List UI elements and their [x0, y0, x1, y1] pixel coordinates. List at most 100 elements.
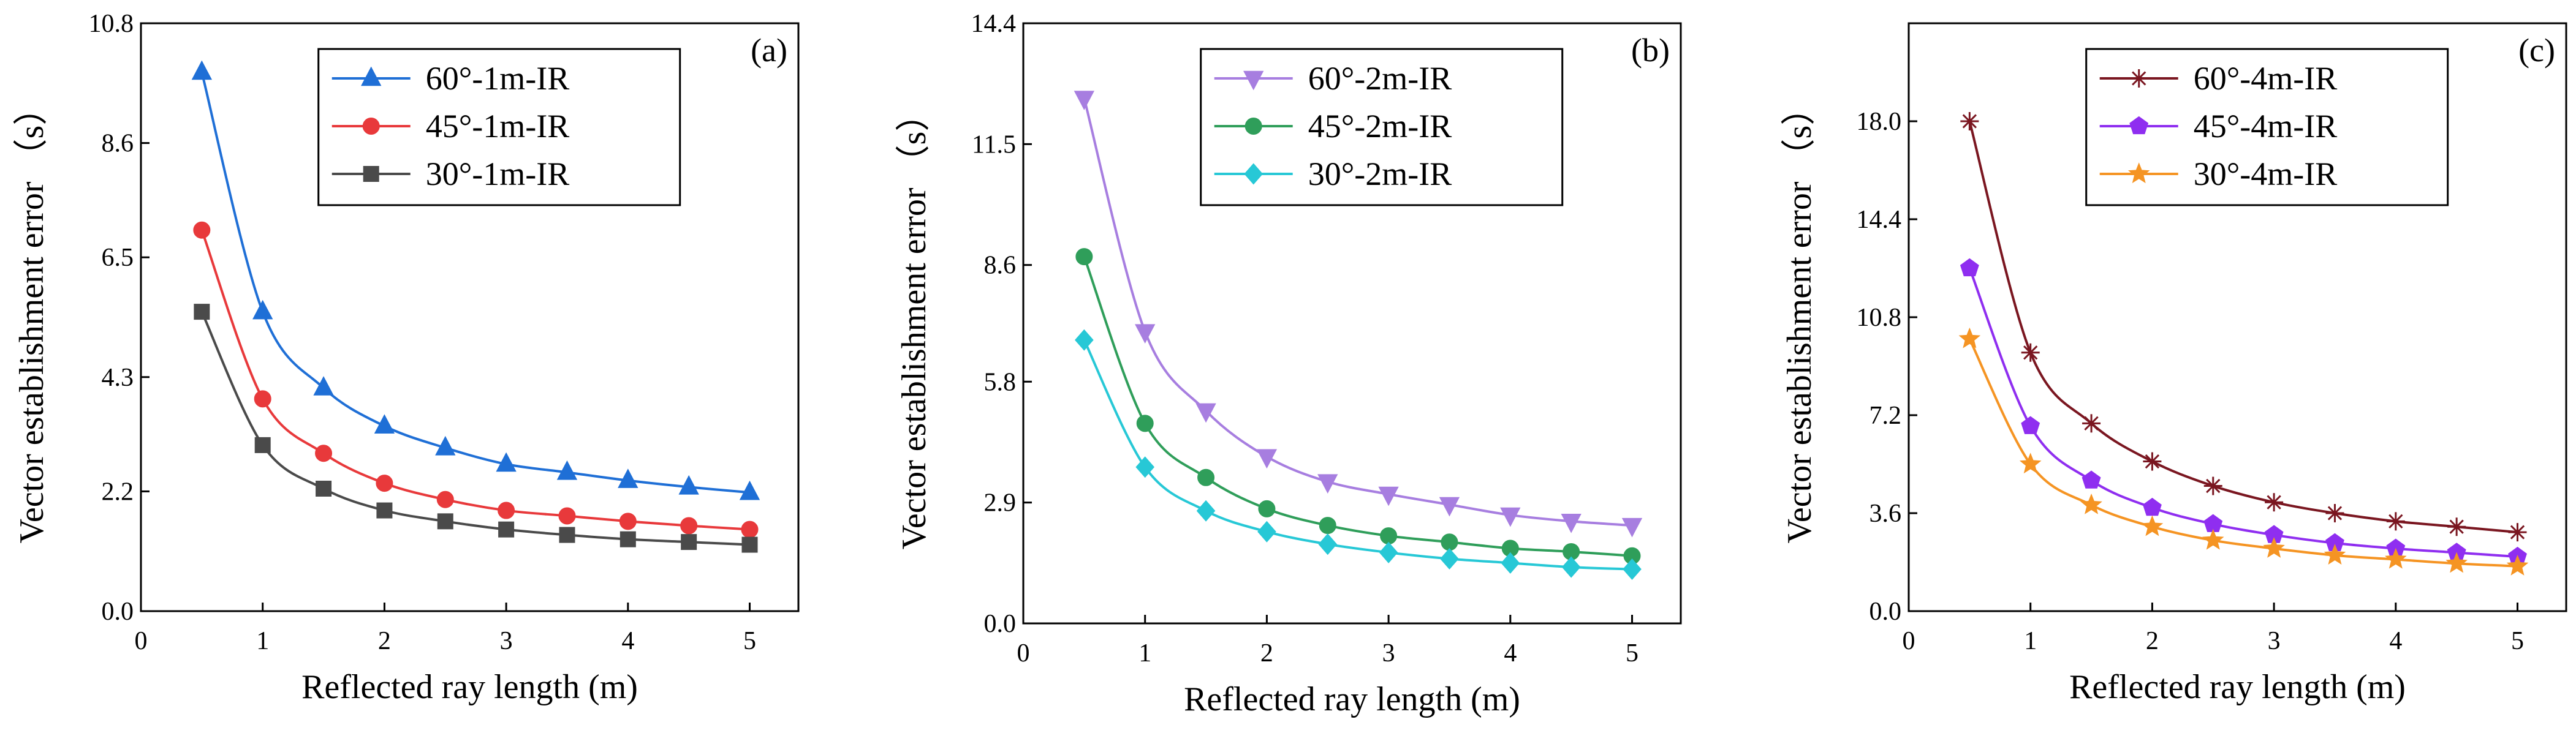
series-2: [193, 221, 759, 538]
y-tick-label: 6.5: [102, 244, 134, 272]
x-tick-label: 5: [743, 627, 756, 655]
marker-stroke: [2132, 71, 2146, 86]
data-point: [2082, 470, 2101, 489]
data-point: [1197, 468, 1215, 486]
legend-entry: 30°-2m-IR: [1214, 156, 1452, 192]
x-tick-label: 2: [2146, 627, 2159, 655]
data-point: [1318, 533, 1338, 555]
data-point: [376, 502, 393, 519]
legend-label: 45°-2m-IR: [1308, 108, 1452, 145]
y-tick-label: 8.6: [984, 252, 1017, 280]
series-1: [1074, 91, 1643, 538]
data-point: [2506, 554, 2529, 576]
data-point: [680, 517, 698, 535]
y-tick-label: 18.0: [1857, 108, 1902, 136]
legend-marker: [2129, 69, 2148, 88]
plot-frame: [1022, 22, 1682, 625]
x-tick-label: 1: [2024, 627, 2037, 655]
data-point: [1378, 486, 1399, 506]
data-point: [2142, 497, 2162, 516]
x-tick-label: 1: [1138, 639, 1151, 667]
chart-panel-2: 0 1 2 3 4 5 0.0 2.9 5.8 8.6 11.5 14.4 Reflected ray …: [895, 10, 1682, 718]
data-point: [1501, 552, 1520, 574]
legend-entry: 60°-2m-IR: [1214, 60, 1452, 97]
series-3: [1958, 327, 2529, 576]
marker-stroke: [2510, 525, 2525, 539]
legend-marker: [1243, 70, 1264, 91]
panel-label: (a): [751, 32, 787, 69]
x-tick-label: 4: [621, 627, 634, 655]
data-point: [681, 534, 697, 551]
legend-marker: [362, 118, 380, 135]
legend-marker: [1244, 163, 1263, 185]
x-tick-label: 1: [256, 627, 269, 655]
data-point: [2203, 476, 2222, 495]
series-line: [1083, 256, 1632, 557]
legend-marker: [1244, 118, 1262, 135]
data-point: [1561, 514, 1582, 533]
x-tick-label: 0: [1903, 627, 1915, 655]
data-point: [2325, 504, 2344, 522]
panel-label: (c): [2518, 32, 2555, 69]
legend-label: 45°-4m-IR: [2194, 108, 2338, 145]
legend-entry: 45°-2m-IR: [1214, 108, 1452, 145]
data-point: [254, 437, 271, 453]
legend-entry: 60°-1m-IR: [331, 60, 570, 97]
x-tick-label: 5: [2511, 627, 2524, 655]
y-axis-title: Vector establishment error （s）: [895, 97, 933, 550]
data-point: [316, 481, 332, 497]
data-point: [1258, 500, 1276, 517]
data-point: [1196, 500, 1216, 522]
data-point: [1075, 329, 1094, 351]
data-point: [1441, 533, 1458, 551]
data-point: [2265, 493, 2284, 512]
legend-entry: 45°-4m-IR: [2099, 108, 2338, 145]
legend-entry: 30°-4m-IR: [2099, 156, 2338, 192]
legend-marker: [2127, 162, 2150, 184]
y-tick-label: 0.0: [984, 610, 1017, 638]
series-3: [194, 304, 758, 553]
data-point: [1256, 449, 1278, 469]
data-point: [194, 304, 210, 320]
legend-label: 30°-4m-IR: [2194, 156, 2338, 192]
data-point: [678, 475, 699, 495]
data-point: [2385, 547, 2407, 569]
x-tick-label: 2: [378, 627, 391, 655]
data-point: [1440, 547, 1459, 570]
legend-entry: 30°-1m-IR: [331, 156, 569, 192]
data-point: [2021, 343, 2040, 362]
data-point: [2082, 414, 2101, 433]
marker-stroke: [2084, 416, 2099, 430]
data-point: [252, 299, 273, 320]
data-point: [556, 460, 578, 480]
data-point: [619, 513, 637, 530]
legend: 60°-4m-IR 45°-4m-IR 30°-4m-IR: [2085, 48, 2449, 206]
marker-stroke: [2327, 506, 2343, 521]
data-point: [1379, 541, 1398, 563]
y-tick-label: 3.6: [1869, 500, 1902, 528]
data-point: [2445, 552, 2468, 573]
legend-label: 60°-1m-IR: [426, 60, 570, 97]
x-tick-label: 3: [2268, 627, 2281, 655]
legend-marker: [363, 166, 379, 182]
y-tick-label: 10.8: [1857, 304, 1902, 332]
data-point: [1960, 112, 1979, 130]
chart-panel-3: 0 1 2 3 4 5 0.0 3.6 7.2 10.8 14.4 18.0 Reflected ray…: [1781, 22, 2567, 706]
data-point: [376, 475, 393, 492]
data-point: [1195, 403, 1216, 423]
x-tick-label: 3: [1382, 639, 1395, 667]
data-point: [1317, 474, 1338, 494]
y-tick-label: 10.8: [89, 10, 134, 38]
series-line: [1083, 339, 1632, 571]
y-tick-label: 4.3: [102, 364, 134, 392]
data-point: [2021, 416, 2040, 434]
data-point: [435, 435, 456, 456]
marker-stroke: [2206, 478, 2221, 494]
marker-stroke: [2388, 514, 2403, 528]
x-tick-label: 4: [2389, 627, 2402, 655]
legend: 60°-2m-IR 45°-2m-IR 30°-2m-IR: [1200, 48, 1564, 206]
data-point: [437, 513, 453, 530]
data-point: [1561, 556, 1581, 578]
data-point: [254, 390, 271, 408]
